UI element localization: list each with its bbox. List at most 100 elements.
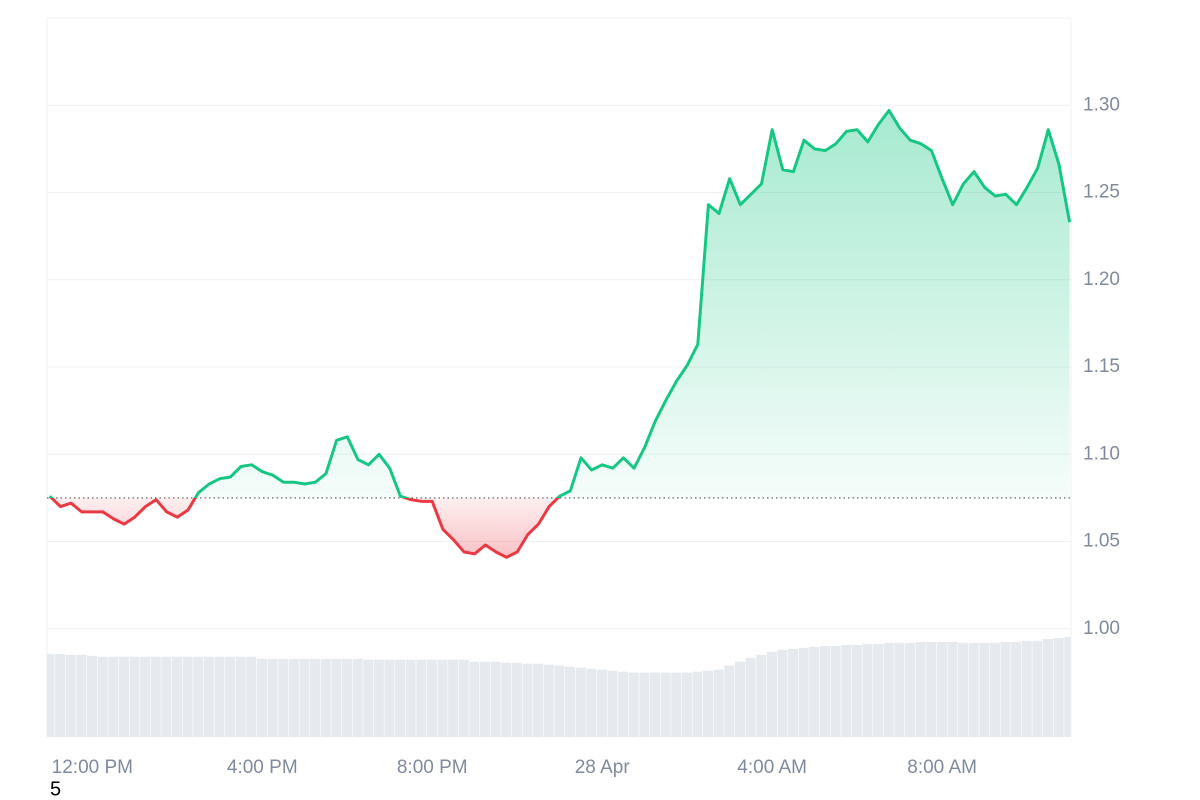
volume-bar (129, 656, 140, 737)
volume-bar (734, 661, 746, 737)
annotation: 5 (50, 778, 61, 800)
volume-bar (915, 641, 926, 737)
volume-bar (97, 656, 108, 737)
volume-bar (320, 658, 331, 737)
volume-bar (203, 656, 214, 737)
volume-bar (278, 658, 289, 737)
volume-bar (161, 656, 172, 737)
volume-bar (1043, 638, 1054, 737)
volume-bar (607, 670, 618, 737)
volume-bar (1032, 640, 1043, 737)
volume-bar (809, 646, 820, 737)
volume-bar (310, 658, 321, 737)
volume-bar (299, 658, 310, 737)
volume-bar (724, 665, 735, 737)
volume-bar (649, 672, 661, 737)
volume-bar (1064, 637, 1071, 737)
volume-bar (55, 653, 66, 737)
volume-bar (873, 643, 884, 737)
volume-bar (533, 663, 544, 737)
volume-bar (150, 656, 161, 737)
volume-bar (926, 641, 937, 737)
volume-bar (47, 653, 55, 737)
volume-bar (628, 672, 639, 737)
volume-bar (65, 654, 76, 737)
volume-bar (235, 656, 246, 737)
volume-bar (352, 658, 363, 737)
x-tick-label: 8:00 PM (397, 757, 468, 778)
y-tick-label: 1.25 (1083, 182, 1120, 203)
volume-bar (958, 642, 969, 737)
volume-bar (118, 656, 129, 737)
volume-bar (363, 659, 374, 737)
volume-bar (288, 658, 299, 737)
volume-bar (1000, 641, 1011, 737)
volume-bar (968, 642, 979, 737)
volume-bar (596, 669, 607, 737)
volume-bar (766, 651, 777, 737)
volume-bar (267, 658, 278, 737)
volume-bar (851, 644, 862, 737)
volume-bar (575, 667, 586, 737)
y-tick-label: 1.20 (1083, 269, 1120, 290)
volume-bar (384, 659, 395, 737)
volume-bar (193, 656, 204, 737)
volume-bar (225, 656, 236, 737)
volume-bar (480, 661, 491, 737)
x-tick-label: 4:00 PM (227, 757, 298, 778)
x-tick-label: 28 Apr (575, 757, 631, 778)
volume-bar (373, 659, 384, 737)
volume-bar (883, 642, 894, 737)
volume-bar (798, 647, 809, 737)
volume-bar (1053, 637, 1064, 737)
volume-bar (416, 659, 427, 737)
volume-bar (182, 656, 193, 737)
volume-bar (841, 644, 852, 737)
volume-bar (395, 659, 406, 737)
volume-bar (87, 655, 98, 737)
volume-bar (660, 672, 671, 737)
volume-bar (936, 641, 947, 737)
volume-bar (331, 658, 342, 737)
volume-bar (565, 666, 576, 737)
volume-bar (788, 648, 799, 737)
volume-bar (490, 661, 501, 737)
volume-bar (756, 654, 767, 737)
volume-bar (862, 643, 873, 737)
volume-bar (469, 661, 480, 737)
volume-bar (341, 658, 352, 737)
volume-bar (246, 656, 257, 737)
volume-bar (108, 656, 119, 737)
volume-bar (692, 671, 703, 737)
volume-bar (671, 672, 682, 737)
volume-bar (501, 662, 512, 737)
x-tick-label: 4:00 AM (737, 757, 807, 778)
volume-bar (894, 642, 905, 737)
y-tick-label: 1.05 (1083, 531, 1120, 552)
volume-bar (437, 659, 448, 737)
x-tick-label: 12:00 PM (52, 757, 133, 778)
volume-bar (904, 642, 915, 737)
x-tick-label: 8:00 AM (907, 757, 977, 778)
volume-bar (830, 645, 841, 737)
volume-bar (405, 659, 416, 737)
volume-bar (214, 656, 225, 737)
y-tick-label: 1.15 (1083, 356, 1120, 377)
area (49, 110, 1070, 558)
volume-bar (639, 672, 650, 737)
volume-bar (1021, 640, 1032, 737)
volume-bar (1011, 641, 1022, 737)
volume-bar (171, 656, 183, 737)
volume-bar (618, 671, 629, 737)
y-tick-label: 1.30 (1083, 94, 1120, 115)
price-line (48, 109, 1072, 559)
volume-bar (947, 641, 958, 737)
volume-bar (979, 642, 990, 737)
volume-bar (522, 663, 533, 737)
volume-bar (745, 657, 756, 737)
volume-bar (426, 659, 437, 737)
volume-bar (76, 654, 87, 737)
volume-bar (586, 668, 597, 737)
volume-bar (989, 642, 1000, 737)
